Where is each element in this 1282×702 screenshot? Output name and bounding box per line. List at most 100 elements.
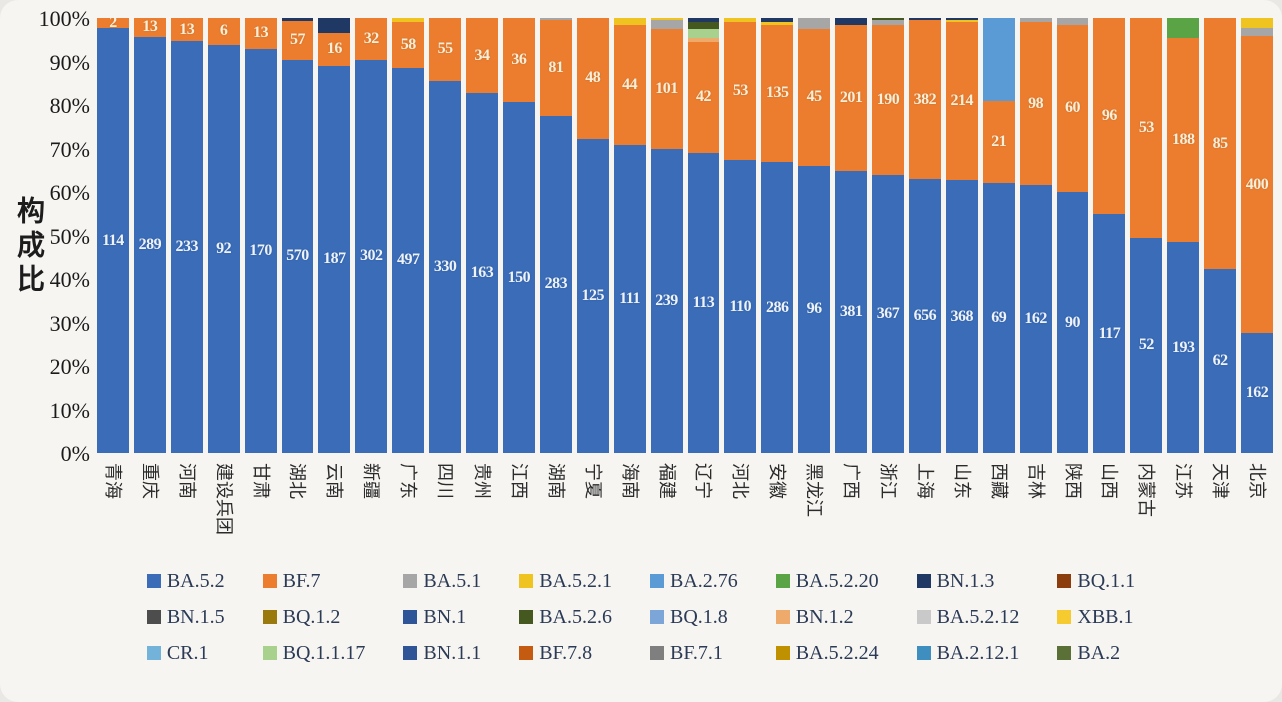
legend-item: BN.1 xyxy=(403,606,481,628)
x-tick: 河北 xyxy=(724,458,756,560)
segment-count-label: 101 xyxy=(655,80,678,98)
legend-swatch-icon xyxy=(1057,574,1072,588)
bar-segment: 52 xyxy=(1130,237,1163,453)
segment-count-label: 96 xyxy=(1101,107,1118,125)
legend-item: BN.1.3 xyxy=(916,570,1020,592)
legend-label: BN.1.3 xyxy=(936,570,995,592)
x-tick: 广西 xyxy=(835,458,867,560)
y-tick-label: 10% xyxy=(49,397,90,423)
x-tick-label: 湖北 xyxy=(287,463,308,499)
x-tick: 山东 xyxy=(946,458,978,560)
x-tick: 贵州 xyxy=(466,458,498,560)
bar-segment xyxy=(613,18,646,25)
legend-swatch-icon xyxy=(916,610,931,624)
x-axis-labels: 青海 重庆 河南 建设兵团 甘肃 湖北 云南 新疆 广东 四川 贵州 江西 湖南 宁夏 海南 福建 辽宁 河北 安徽… xyxy=(97,458,1273,560)
segment-count-label: 111 xyxy=(619,290,640,308)
bar-segment: 162 xyxy=(1019,185,1052,453)
legend-label: BA.2.76 xyxy=(670,570,738,592)
legend-label: BA.5.1 xyxy=(423,570,482,592)
legend-label: BA.2 xyxy=(1077,642,1121,664)
legend-label: BA.5.2.1 xyxy=(539,570,612,592)
x-tick: 江西 xyxy=(503,458,535,560)
stacked-bar: 69 21 xyxy=(982,18,1015,453)
bar-segment: 96 xyxy=(1093,18,1126,215)
bar-segment: 135 xyxy=(761,24,794,163)
segment-count-label: 117 xyxy=(1098,324,1121,342)
bar-segment: 92 xyxy=(207,44,240,453)
segment-count-label: 92 xyxy=(216,239,232,257)
segment-count-label: 330 xyxy=(433,257,457,275)
bar-segment: 656 xyxy=(908,178,941,453)
stacked-bar: 52 53 xyxy=(1130,18,1163,453)
stacked-bar: 90 60 xyxy=(1056,18,1089,453)
stacked-bar: 497 58 xyxy=(392,18,425,453)
bar-segment: 163 xyxy=(466,93,498,453)
x-tick-label: 广东 xyxy=(398,463,419,499)
stacked-bar: 110 53 xyxy=(724,18,757,453)
segment-count-label: 302 xyxy=(360,247,383,265)
bar-segment: 57 xyxy=(281,21,314,60)
segment-count-label: 52 xyxy=(1138,336,1155,354)
segment-count-label: 497 xyxy=(396,251,420,269)
stacked-bar: 239 101 xyxy=(650,18,683,453)
bar-segment: 13 xyxy=(133,18,166,37)
legend-item: BA.5.2.12 xyxy=(916,606,1019,628)
segment-count-label: 400 xyxy=(1245,175,1269,193)
bar-segment: 13 xyxy=(170,18,203,42)
bar-segment xyxy=(1019,18,1052,23)
x-tick: 北京 xyxy=(1241,458,1273,560)
x-tick-label: 西藏 xyxy=(988,463,1009,499)
stacked-bar: 570 57 xyxy=(281,18,314,453)
bar-segment: 381 xyxy=(835,171,868,453)
segment-count-label: 570 xyxy=(286,247,309,265)
bar-segment: 60 xyxy=(1056,24,1089,192)
bar-segment: 69 xyxy=(982,183,1015,453)
legend-item: BQ.1.1 xyxy=(1057,570,1135,592)
legend-swatch-icon xyxy=(1057,646,1072,660)
x-tick: 云南 xyxy=(318,458,350,560)
x-tick-label: 青海 xyxy=(102,463,123,499)
x-tick-label: 黑龙江 xyxy=(804,463,825,517)
x-tick: 吉林 xyxy=(1020,458,1052,560)
x-tick-label: 山东 xyxy=(951,463,972,499)
segment-count-label: 13 xyxy=(142,18,158,36)
bar-segment: 110 xyxy=(724,160,757,453)
bar-segment xyxy=(798,18,831,29)
bar-segment: 81 xyxy=(539,20,572,116)
legend-swatch-icon xyxy=(146,646,161,660)
stacked-bar: 381 201 xyxy=(835,18,868,453)
segment-count-label: 85 xyxy=(1212,134,1229,152)
bar-segment: 117 xyxy=(1093,214,1126,453)
bar-segment: 21 xyxy=(982,100,1015,184)
bar-segment: 497 xyxy=(392,67,425,453)
stacked-bar: 117 96 xyxy=(1093,18,1126,453)
x-tick-label: 陕西 xyxy=(1062,463,1083,499)
segment-count-label: 286 xyxy=(766,298,789,316)
legend-swatch-icon xyxy=(650,610,664,624)
segment-count-label: 193 xyxy=(1171,338,1195,356)
stacked-bar: 170 13 xyxy=(244,18,277,453)
x-tick-label: 重庆 xyxy=(139,463,160,499)
segment-count-label: 60 xyxy=(1065,99,1081,117)
segment-count-label: 135 xyxy=(766,84,789,102)
stacked-bar: 193 188 xyxy=(1167,18,1200,453)
stacked-bar: 150 36 xyxy=(502,18,535,453)
x-tick: 湖北 xyxy=(282,458,314,560)
legend-label: BF.7 xyxy=(282,570,321,592)
segment-count-label: 187 xyxy=(323,250,346,268)
segment-count-label: 90 xyxy=(1065,313,1081,331)
segment-count-label: 13 xyxy=(179,20,195,38)
x-tick: 青海 xyxy=(97,458,129,560)
y-tick-label: 60% xyxy=(49,180,90,205)
bar-segment: 13 xyxy=(244,18,277,49)
bar-segment: 283 xyxy=(539,115,572,453)
x-tick-label: 广西 xyxy=(841,463,862,499)
bar-segment xyxy=(687,37,720,42)
bar-segment: 36 xyxy=(502,18,535,103)
legend-swatch-icon xyxy=(262,610,277,624)
bar-segment: 214 xyxy=(945,22,978,181)
legend-item: XBB.1 xyxy=(1057,606,1135,628)
x-tick: 甘肃 xyxy=(245,458,277,560)
legend-item: BA.2.76 xyxy=(650,570,738,592)
